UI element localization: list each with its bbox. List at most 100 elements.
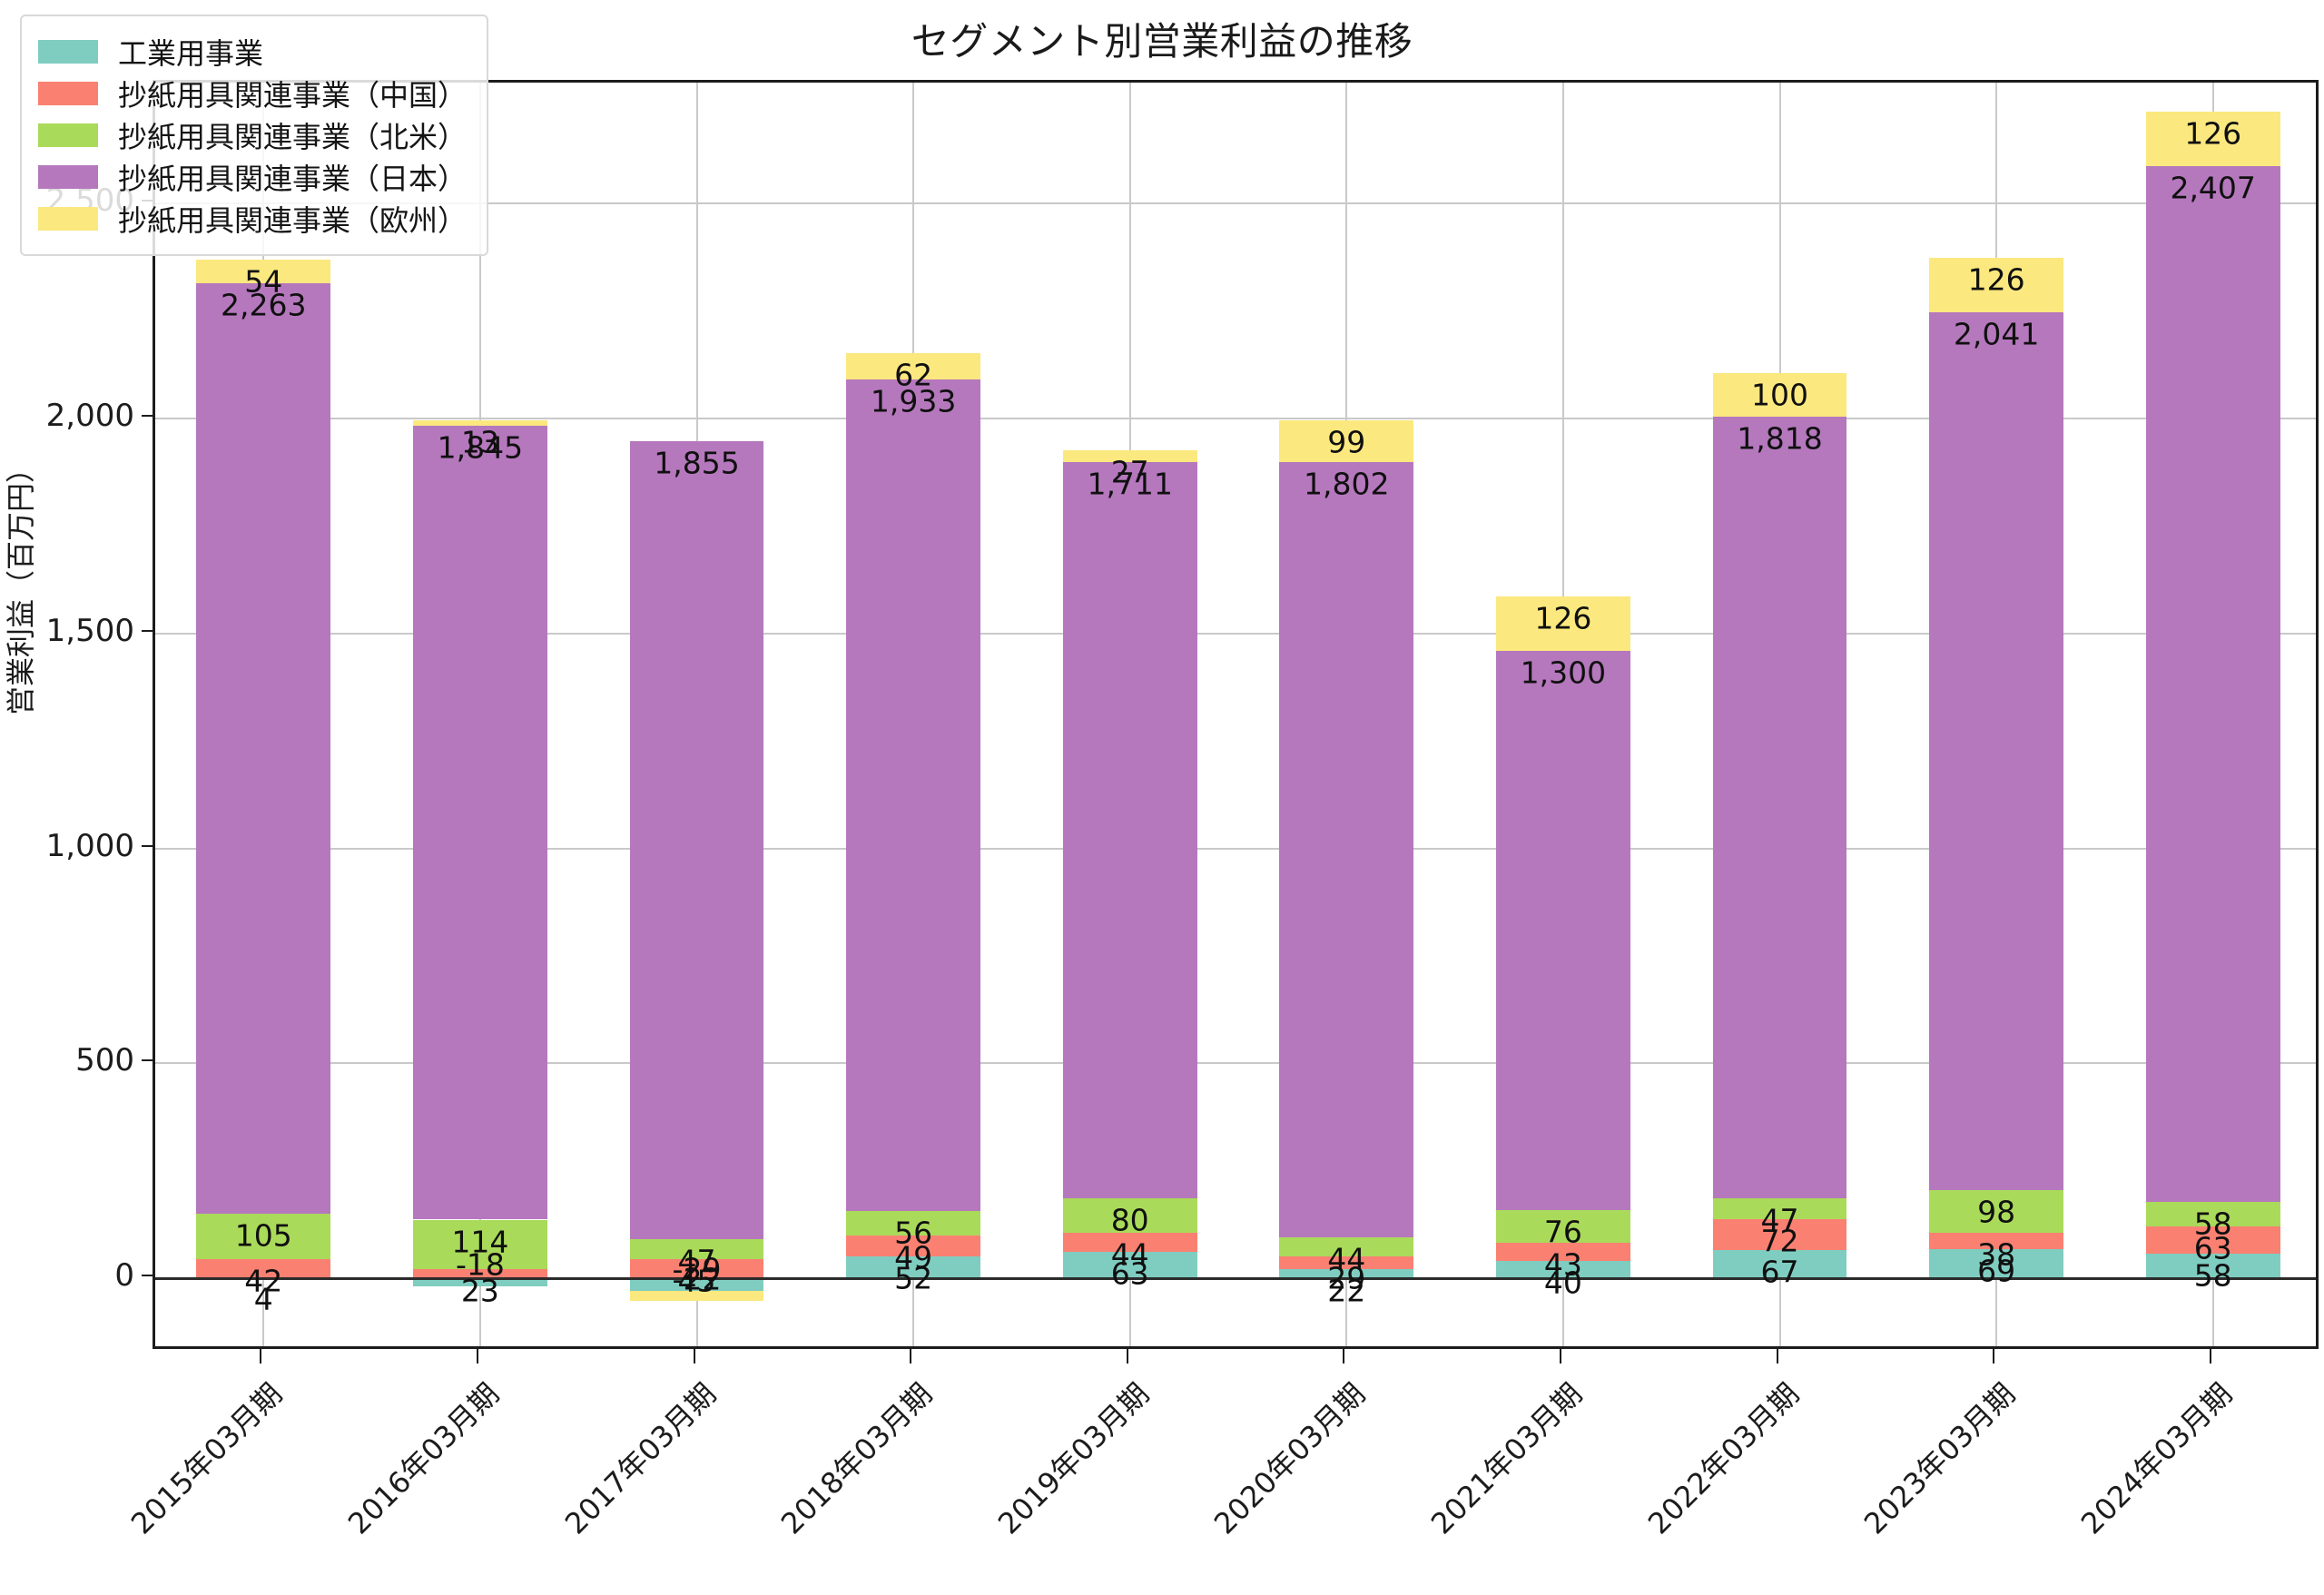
bar-segment [196,1213,331,1259]
bar-segment [1712,1249,1847,1279]
bar-value-label: 45 [677,1263,716,1299]
bar-value-label: 49 [894,1239,933,1275]
x-tick-label: 2016年03月期 [340,1376,507,1541]
bar-segment [1062,461,1197,1198]
bar-segment [1062,1251,1197,1279]
bar-value-label: 1,855 [654,445,740,481]
plot-axes: 4 42 105 2,263 54 -18 23 114 1,845 13 -29 45 47 1,855… [153,80,2319,1349]
bar-value-label: -18 [455,1246,505,1283]
bar-value-label: 1,802 [1304,466,1390,502]
bar-value-label: 44 [1327,1241,1366,1277]
bar-segment [2145,1226,2280,1254]
bar-value-label: 44 [1110,1236,1149,1273]
bar-value-label: 43 [1543,1246,1582,1283]
bar-value-label: 100 [1751,377,1808,413]
bar-segment [629,1259,764,1279]
bar-value-label: 98 [1977,1194,2016,1230]
bar-segment [1929,312,2064,1191]
bar-value-label: 47 [677,1243,716,1279]
zero-baseline [155,1277,2316,1281]
legend-item[interactable]: 抄紙用具関連事業（日本） [38,156,467,198]
legend-item[interactable]: 工業用事業 [38,31,467,73]
bar-segment [1929,258,2064,313]
bar-segment [2145,165,2280,1202]
x-tick-mark [476,1349,478,1364]
bar-value-label: 1,845 [437,429,524,466]
bar-value-label: 1,300 [1520,655,1607,691]
bar-value-label: 54 [244,263,283,300]
x-tick-label: 2022年03月期 [1640,1376,1806,1541]
x-tick-label: 2024年03月期 [2073,1376,2239,1541]
chart-title: セグメント別営業利益の推移 [911,19,1413,64]
chart-legend: 工業用事業抄紙用具関連事業（中国） 抄紙用具関連事業（北米） 抄紙用具関連事業（日本… [20,15,489,256]
x-tick-mark [1343,1349,1345,1364]
legend-swatch-icon [38,40,98,64]
bar-value-label: 114 [451,1224,509,1259]
bar-value-label: 62 [894,357,933,393]
x-tick-mark [1993,1349,1995,1364]
y-tick-mark [142,1275,153,1277]
y-tick-mark [142,844,153,847]
x-tick-mark [1126,1349,1128,1364]
bar-segment [846,379,981,1212]
bar-segment [412,1268,547,1279]
bar-segment [1929,1232,2064,1249]
x-tick-label: 2015年03月期 [124,1376,290,1541]
bar-segment [1279,419,1414,463]
bar-value-label: 58 [2193,1206,2232,1242]
legend-item[interactable]: 抄紙用具関連事業（北米） [38,114,467,156]
bar-value-label: 27 [1110,454,1149,490]
legend-item-label: 工業用事業 [118,36,264,71]
y-gridline [155,847,2316,850]
x-tick-label: 2021年03月期 [1423,1376,1590,1541]
bar-segment [1929,1190,2064,1233]
legend-item[interactable]: 抄紙用具関連事業（中国） [38,73,467,114]
legend-swatch-icon [38,165,98,189]
chart-figure: セグメント別営業利益の推移 営業利益（百万円） 0 500 1,000 1,500 2,… [4,15,2319,1541]
bar-segment [629,440,764,1239]
bar-segment [1062,1197,1197,1233]
bar-segment [1279,1256,1414,1269]
plot-area: 4 42 105 2,263 54 -18 23 114 1,845 13 -29 45 47 1,855… [155,83,2316,1346]
y-tick-mark [142,629,153,632]
bar-value-label: 69 [1977,1253,2016,1289]
bar-segment [412,420,547,427]
bar-segment [1929,1248,2064,1279]
bar-segment [1495,1243,1630,1262]
y-gridline [155,417,2316,419]
bar-segment [196,282,331,1214]
x-tick-mark [2209,1349,2211,1364]
bar-segment [846,352,981,379]
y-tick-label: 0 [114,1257,134,1295]
bar-value-label: -22 [672,1261,722,1297]
bar-segment [846,1255,981,1279]
x-tick-mark [910,1349,912,1364]
legend-swatch-icon [38,207,98,231]
bar-value-label: 105 [234,1217,292,1254]
x-tick-mark [1776,1349,1778,1364]
x-tick-label: 2023年03月期 [1857,1376,2023,1541]
bar-value-label: -29 [672,1251,722,1287]
bar-segment [1062,450,1197,462]
bar-value-label: 126 [2184,115,2242,152]
bar-segment [1495,596,1630,651]
bar-value-label: 126 [1967,261,2025,298]
bar-value-label: 99 [1327,424,1366,460]
y-tick-mark [142,414,153,417]
legend-item[interactable]: 抄紙用具関連事業（欧州） [38,198,467,240]
bar-segment [1495,651,1630,1211]
bar-value-label: 2,041 [1953,316,2040,352]
legend-item-label: 抄紙用具関連事業（北米） [118,120,468,154]
bar-segment [846,1235,981,1256]
legend-swatch-icon [38,123,98,147]
legend-item-label: 抄紙用具関連事業（中国） [118,78,468,113]
bar-value-label: 29 [1327,1260,1366,1296]
bar-value-label: 1,818 [1737,420,1823,457]
bar-value-label: 72 [1760,1223,1799,1259]
bar-value-label: 63 [2193,1230,2232,1266]
bar-segment [2145,112,2280,166]
bar-value-label: 56 [894,1215,933,1251]
bar-value-label: 58 [2193,1257,2232,1294]
bar-segment [1495,1261,1630,1279]
y-gridline [155,1062,2316,1065]
